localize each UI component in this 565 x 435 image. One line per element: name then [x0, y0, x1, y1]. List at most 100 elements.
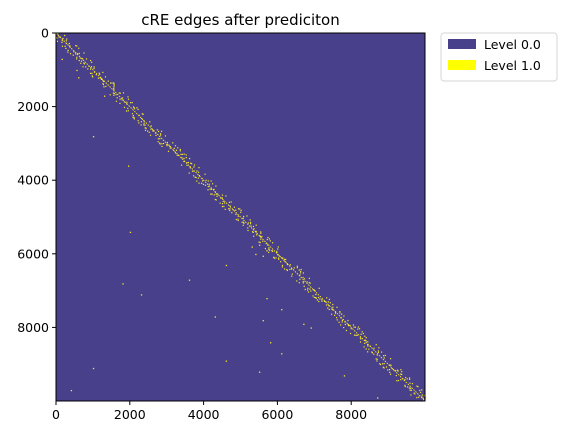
diagonal-edge-cell — [328, 305, 330, 307]
diagonal-edge-cell — [291, 275, 293, 277]
diagonal-edge-cell — [400, 369, 402, 371]
diagonal-edge-cell — [65, 47, 67, 49]
edge-point — [266, 250, 268, 252]
diagonal-edge-cell — [404, 384, 406, 386]
diagonal-edge-cell — [75, 45, 77, 47]
diagonal-edge-cell — [133, 118, 135, 120]
diagonal-edge-cell — [314, 297, 317, 299]
edge-point — [61, 58, 63, 61]
diagonal-edge-cell — [307, 291, 310, 293]
legend-swatch-level-1 — [448, 60, 476, 70]
diagonal-edge-cell — [281, 264, 284, 267]
diagonal-edge-cell — [296, 267, 298, 269]
diagonal-edge-cell — [75, 53, 77, 55]
diagonal-edge-cell — [380, 351, 383, 353]
edge-point — [214, 316, 216, 318]
diagonal-edge-cell — [375, 344, 377, 346]
diagonal-edge-cell — [393, 369, 395, 371]
diagonal-edge-cell — [90, 66, 93, 68]
diagonal-edge-cell — [131, 113, 134, 115]
diagonal-edge-cell — [127, 110, 129, 112]
diagonal-edge-cell — [174, 145, 177, 147]
edge-point — [225, 264, 228, 267]
diagonal-edge-cell — [365, 337, 367, 339]
diagonal-edge-cell — [345, 329, 348, 332]
edge-point — [273, 257, 276, 259]
diagonal-edge-cell — [367, 351, 369, 353]
diagonal-edge-cell — [161, 143, 163, 145]
diagonal-edge-cell — [336, 317, 338, 319]
diagonal-edge-cell — [360, 333, 362, 335]
diagonal-edge-cell — [213, 188, 215, 191]
diagonal-edge-cell — [164, 135, 167, 137]
diagonal-edge-cell — [224, 202, 226, 204]
diagonal-edge-cell — [302, 276, 304, 279]
diagonal-edge-cell — [343, 326, 345, 329]
diagonal-edge-cell — [390, 358, 392, 360]
diagonal-edge-cell — [136, 107, 138, 109]
diagonal-edge-cell — [207, 180, 209, 182]
diagonal-edge-cell — [141, 113, 143, 115]
diagonal-edge-cell — [255, 231, 258, 233]
diagonal-edge-cell — [255, 234, 258, 236]
diagonal-edge-cell — [271, 250, 274, 252]
diagonal-edge-cell — [190, 162, 192, 164]
diagonal-edge-cell — [340, 324, 342, 326]
diagonal-edge-cell — [410, 394, 412, 396]
diagonal-edge-cell — [260, 231, 262, 233]
diagonal-edge-cell — [268, 251, 270, 253]
x-tick-label: 0 — [52, 407, 60, 422]
diagonal-edge-cell — [284, 260, 286, 263]
diagonal-edge-cell — [198, 175, 201, 177]
diagonal-edge-cell — [118, 92, 120, 94]
diagonal-edge-cell — [123, 106, 126, 108]
diagonal-edge-cell — [359, 337, 361, 339]
diagonal-edge-cell — [107, 80, 109, 82]
edge-point — [78, 77, 80, 79]
diagonal-edge-cell — [104, 76, 107, 78]
diagonal-edge-cell — [229, 205, 231, 207]
diagonal-edge-cell — [201, 182, 203, 184]
diagonal-edge-cell — [111, 82, 113, 84]
diagonal-edge-cell — [144, 124, 146, 126]
diagonal-edge-cell — [219, 202, 221, 204]
diagonal-edge-cell — [232, 209, 234, 211]
diagonal-edge-cell — [318, 287, 320, 289]
diagonal-edge-cell — [321, 300, 323, 302]
diagonal-edge-cell — [116, 97, 118, 99]
diagonal-edge-cell — [268, 248, 270, 250]
diagonal-edge-cell — [202, 183, 205, 185]
diagonal-edge-cell — [126, 101, 128, 103]
diagonal-edge-cell — [189, 167, 191, 169]
diagonal-edge-cell — [251, 231, 254, 233]
diagonal-edge-cell — [312, 289, 315, 291]
diagonal-edge-cell — [211, 193, 213, 195]
diagonal-edge-cell — [414, 393, 416, 395]
diagonal-edge-cell — [258, 241, 260, 243]
diagonal-edge-cell — [259, 241, 261, 244]
diagonal-edge-cell — [85, 58, 88, 60]
diagonal-edge-cell — [363, 346, 365, 348]
diagonal-edge-cell — [247, 222, 250, 224]
diagonal-edge-cell — [185, 154, 187, 156]
diagonal-edge-cell — [237, 208, 240, 210]
edge-point — [281, 309, 283, 311]
diagonal-edge-cell — [91, 72, 93, 74]
diagonal-edge-cell — [286, 269, 289, 272]
diagonal-edge-cell — [417, 386, 419, 388]
diagonal-edge-cell — [387, 369, 389, 371]
diagonal-edge-cell — [89, 72, 92, 74]
diagonal-edge-cell — [307, 287, 309, 289]
diagonal-edge-cell — [395, 370, 397, 372]
diagonal-edge-cell — [253, 235, 255, 237]
diagonal-edge-cell — [143, 120, 145, 122]
diagonal-edge-cell — [214, 198, 216, 201]
diagonal-edge-cell — [76, 58, 78, 60]
diagonal-edge-cell — [340, 313, 343, 315]
diagonal-edge-cell — [339, 310, 341, 313]
diagonal-edge-cell — [338, 321, 340, 323]
diagonal-edge-cell — [143, 124, 145, 126]
diagonal-edge-cell — [140, 124, 142, 126]
diagonal-edge-cell — [197, 177, 200, 179]
diagonal-edge-cell — [181, 153, 184, 156]
